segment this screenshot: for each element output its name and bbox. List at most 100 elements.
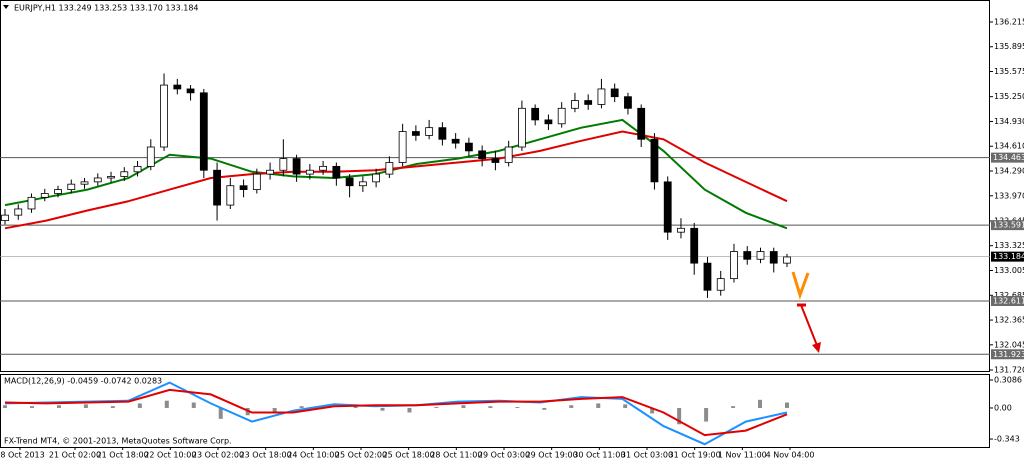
candle-body	[358, 181, 367, 187]
x-tick-label: 21 Oct 18:00	[97, 451, 149, 460]
y-tick-label: -0.343	[994, 435, 1020, 444]
y-tick-label: 133.325	[994, 241, 1024, 250]
candle-body	[372, 173, 381, 183]
candle-body	[226, 185, 235, 206]
histogram-bar	[461, 405, 466, 408]
candle-body	[27, 196, 36, 210]
main-panel	[0, 0, 990, 372]
histogram-bar	[353, 406, 358, 408]
histogram-bar	[758, 399, 763, 408]
x-tick-label: 23 Oct 18:00	[240, 451, 292, 460]
forecast-arrow	[812, 342, 821, 353]
candle-body	[80, 181, 89, 185]
candle-body	[411, 131, 420, 136]
x-tick-label: 24 Oct 10:00	[287, 451, 339, 460]
histogram-bar	[434, 407, 439, 408]
y-tick-label: 134.290	[994, 167, 1024, 176]
y-tick-label: 133.970	[994, 191, 1024, 200]
candle-body	[531, 107, 540, 121]
candle-body	[54, 189, 62, 194]
candle-body	[186, 88, 195, 94]
x-tick-label: 28 Oct 11:00	[430, 451, 482, 460]
y-tick-label: 0.3086	[994, 376, 1022, 385]
last-price-tag	[991, 251, 1024, 262]
histogram-bar	[272, 407, 277, 412]
candle-body	[730, 251, 738, 280]
candle-body	[650, 138, 659, 183]
y-tick-label: 135.895	[994, 42, 1024, 51]
candle-body	[518, 107, 526, 148]
level-tag	[991, 220, 1024, 231]
candle-body	[571, 100, 579, 109]
y-tick-label: 133.005	[994, 266, 1024, 275]
level-label: 134.463	[993, 153, 1024, 162]
candle-body	[319, 165, 328, 171]
level-label: 131.923	[993, 350, 1024, 359]
candle-body	[743, 251, 752, 260]
candle-body	[239, 185, 248, 190]
candle-body	[425, 127, 434, 136]
histogram-bar	[137, 403, 142, 408]
candle-body	[305, 169, 314, 175]
histogram-bar	[677, 407, 682, 425]
x-tick-label: 22 Oct 10:00	[144, 451, 196, 460]
last-price-label: 133.184	[993, 252, 1024, 261]
x-tick-label: 23 Oct 02:00	[192, 451, 244, 460]
candle-body	[107, 176, 115, 179]
candle-body	[783, 256, 791, 264]
candle-body	[67, 183, 76, 190]
histogram-bar	[542, 407, 547, 410]
candle-body	[677, 227, 685, 233]
y-tick-label: 0.00	[994, 403, 1012, 412]
histogram-bar	[380, 407, 385, 411]
y-tick-label: 132.045	[994, 340, 1024, 349]
candle-body	[491, 158, 500, 163]
candle-body	[716, 278, 725, 291]
indicator-line	[4, 130, 788, 230]
x-tick-label: 18 Oct 2013	[0, 451, 45, 460]
candle-body	[120, 171, 129, 177]
candle-body	[160, 84, 168, 148]
histogram-bar	[515, 407, 520, 408]
candle-body	[279, 158, 288, 171]
x-tick-label: 4 Nov 04:00	[766, 451, 815, 460]
histogram-bar	[623, 404, 628, 408]
histogram-bar	[650, 407, 655, 414]
header-arrow	[3, 5, 9, 9]
y-tick-label: 132.365	[994, 316, 1024, 325]
histogram-bar	[785, 402, 789, 408]
candle-body	[213, 169, 221, 206]
histogram-bar	[218, 407, 223, 419]
candle-body	[345, 177, 354, 187]
level-tag	[991, 296, 1024, 307]
y-tick-label: 132.685	[994, 291, 1024, 300]
candle-body	[610, 88, 619, 98]
y-tick-label: 135.250	[994, 92, 1024, 101]
candle-body	[504, 146, 513, 163]
y-tick-label: 136.215	[994, 17, 1024, 26]
y-tick-label: 131.720	[994, 365, 1024, 374]
x-tick-label: 1 Nov 11:00	[718, 451, 767, 460]
candle-body	[332, 165, 341, 179]
histogram-bar	[731, 406, 736, 408]
x-tick-label: 21 Oct 02:00	[49, 451, 101, 460]
candle-body	[690, 227, 699, 264]
candle-body	[663, 181, 672, 233]
x-tick-label: 30 Oct 11:00	[573, 451, 625, 460]
forecast-arrow	[800, 304, 819, 349]
histogram-bar	[407, 407, 412, 413]
candle-body	[597, 88, 606, 105]
candle-body	[199, 92, 208, 171]
histogram-bar	[488, 406, 493, 408]
symbol-header: EURJPY,H1 133.249 133.253 133.170 133.18…	[14, 4, 199, 13]
histogram-bar	[191, 402, 196, 408]
histogram-bar	[110, 406, 115, 408]
histogram-bar	[596, 403, 601, 408]
y-tick-label: 135.575	[994, 67, 1024, 76]
candle-body	[252, 173, 261, 190]
x-tick-label: 25 Oct 02:00	[335, 451, 387, 460]
histogram-bar	[83, 404, 88, 408]
histogram-bar	[704, 407, 709, 422]
histogram-bar	[569, 405, 574, 408]
